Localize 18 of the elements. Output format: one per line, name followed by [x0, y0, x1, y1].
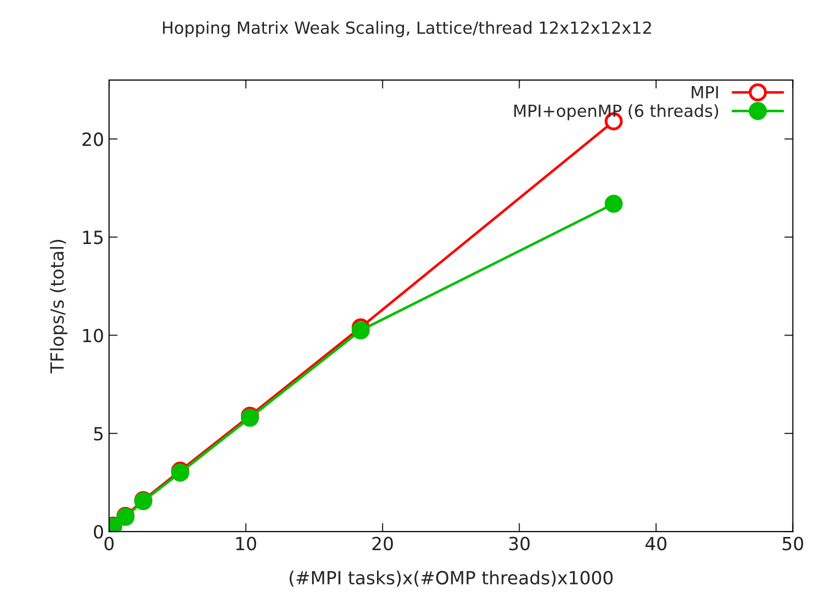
- point: [352, 321, 370, 340]
- y-tick-label: 15: [83, 230, 103, 244]
- x-tick-label: 20: [372, 536, 393, 550]
- x-tick-label: 40: [645, 536, 666, 550]
- chart-title: Hopping Matrix Weak Scaling, Lattice/thread 12x12x12x12: [163, 21, 651, 38]
- y-tick-label: 5: [94, 427, 103, 441]
- x-tick-label: 0: [104, 536, 114, 550]
- y-tick-label: 10: [83, 328, 104, 342]
- x-tick-label: 50: [782, 536, 804, 550]
- x-tick-label: 30: [509, 536, 530, 550]
- y-tick-label: 20: [82, 132, 104, 146]
- legend-label: MPI+openMP (6 threads): [514, 104, 718, 120]
- x-tick-label: 10: [236, 536, 256, 550]
- legend-label: MPI: [692, 86, 718, 98]
- y-tick-label: 0: [94, 525, 104, 539]
- x-axis-title: (#MPI tasks)x(#OMP threads)x1000: [290, 570, 613, 587]
- y-axis-title: TFlops/s (total): [50, 240, 68, 374]
- point: [604, 194, 623, 213]
